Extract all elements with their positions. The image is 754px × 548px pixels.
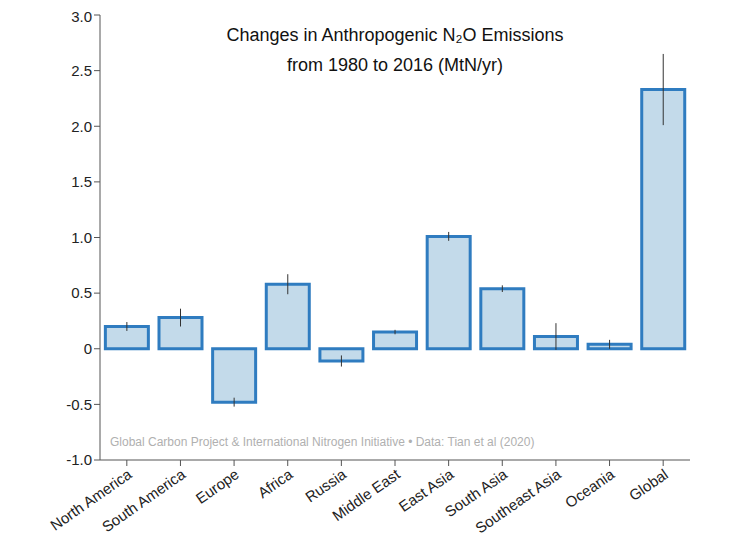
svg-text:Global: Global bbox=[626, 465, 671, 504]
svg-text:Europe: Europe bbox=[193, 465, 242, 507]
svg-text:2.0: 2.0 bbox=[71, 118, 92, 135]
html-text:from 1980 to 2016 (MtN/yr): from 1980 to 2016 (MtN/yr) bbox=[287, 55, 503, 75]
svg-text:Southeast Asia: Southeast Asia bbox=[472, 465, 564, 537]
svg-text:Middle East: Middle East bbox=[329, 465, 404, 524]
svg-text:East Asia: East Asia bbox=[395, 465, 457, 516]
svg-text:Oceania: Oceania bbox=[562, 465, 618, 511]
svg-text:North America: North America bbox=[47, 465, 135, 534]
svg-text:South America: South America bbox=[99, 465, 189, 535]
svg-text:0: 0 bbox=[84, 340, 92, 357]
html-text:Changes in Anthropogenic N₂O E: Changes in Anthropogenic N₂O Emissions bbox=[226, 25, 564, 45]
svg-text:2.5: 2.5 bbox=[71, 62, 92, 79]
svg-text:1.5: 1.5 bbox=[71, 173, 92, 190]
svg-text:South Asia: South Asia bbox=[441, 465, 511, 521]
svg-text:3.0: 3.0 bbox=[71, 8, 92, 25]
svg-text:Africa: Africa bbox=[254, 465, 296, 501]
svg-text:-1.0: -1.0 bbox=[66, 451, 92, 468]
svg-text:-0.5: -0.5 bbox=[66, 396, 92, 413]
svg-text:0.5: 0.5 bbox=[71, 284, 92, 301]
html-text:Global Carbon Project & Intern: Global Carbon Project & International Ni… bbox=[110, 435, 535, 449]
svg-text:1.0: 1.0 bbox=[71, 229, 92, 246]
svg-text:Russia: Russia bbox=[302, 465, 350, 506]
